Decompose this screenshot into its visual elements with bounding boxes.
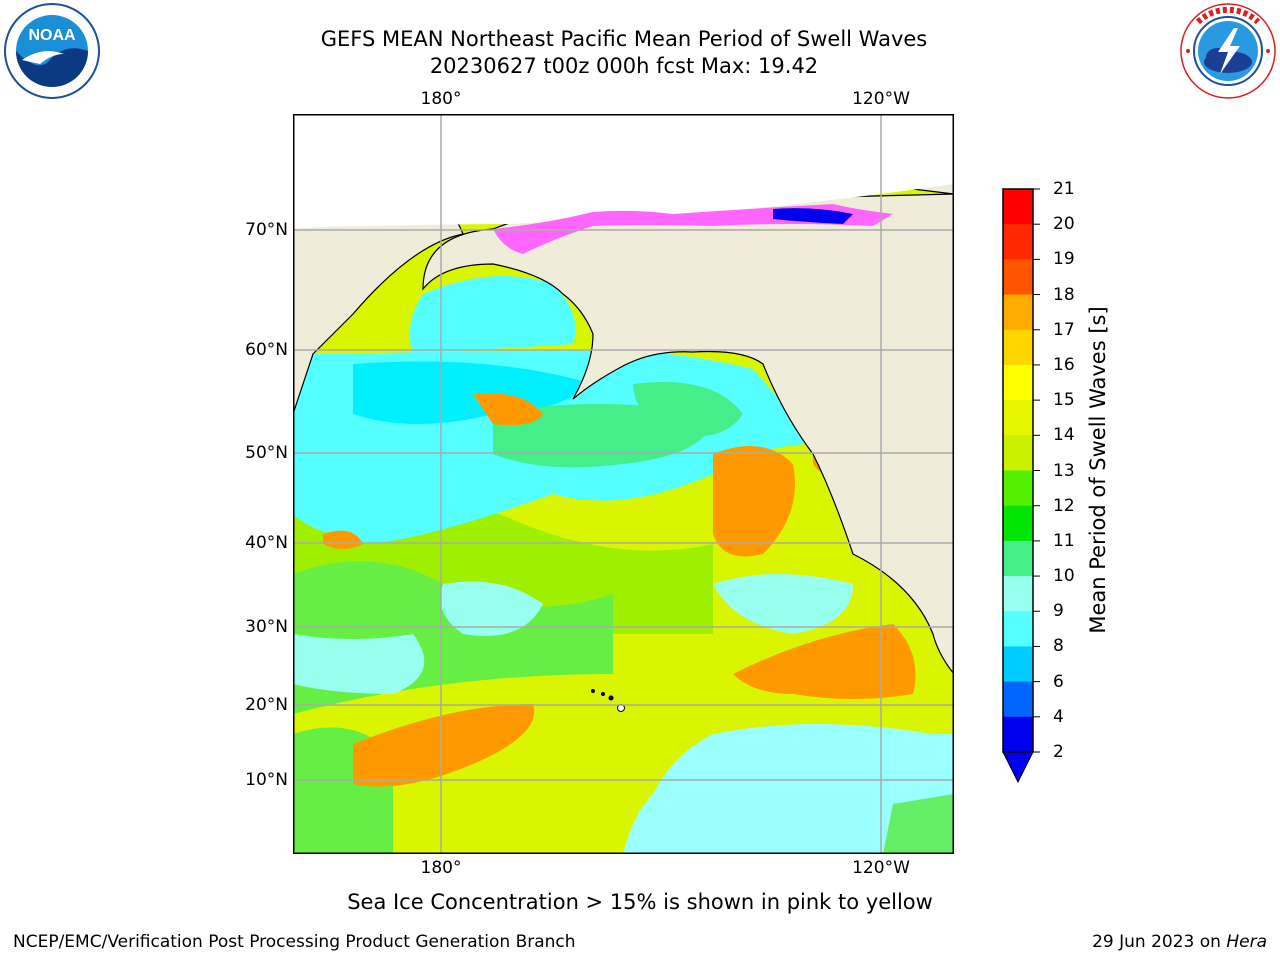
colorbar-tick-label: 15	[1053, 390, 1075, 411]
graticule	[293, 114, 954, 854]
field-orange-small	[323, 530, 363, 549]
colorbar-swatch	[1003, 716, 1033, 753]
colorbar-swatch	[1003, 400, 1033, 436]
colorbar	[1002, 188, 1040, 784]
colorbar-tick-label: 14	[1053, 425, 1075, 446]
colorbar-swatch	[1003, 329, 1033, 366]
footer-machine: Hera	[1226, 932, 1267, 952]
colorbar-tick-label: 9	[1053, 601, 1064, 622]
colorbar-swatch	[1003, 470, 1033, 507]
field-orange-west	[353, 704, 535, 787]
lat-label-60n: 60°N	[245, 340, 288, 360]
field-green-south	[883, 794, 954, 854]
lat-label-10n: 10°N	[245, 770, 288, 790]
colorbar-label: Mean Period of Swell Waves [s]	[1086, 306, 1110, 634]
field-cyan-south	[623, 724, 954, 854]
colorbar-extend-arrow	[1002, 751, 1034, 784]
colorbar-tick-label: 13	[1053, 460, 1075, 481]
field-orange-aleutian	[473, 393, 543, 426]
lat-label-40n: 40°N	[245, 533, 288, 553]
noaa-logo-text: NOAA	[28, 27, 76, 44]
colorbar-swatch	[1003, 259, 1033, 296]
colorbar-tick-label: 6	[1053, 671, 1064, 692]
field-green-north	[633, 382, 743, 437]
sea-ice	[773, 208, 853, 224]
lon-label-top-180: 180°	[420, 89, 462, 109]
lon-label-top-120w: 120°W	[852, 89, 910, 109]
lon-label-bottom-120w: 120°W	[852, 858, 910, 878]
noaa-logo: NOAA	[4, 3, 100, 99]
colorbar-swatch	[1003, 294, 1033, 331]
colorbar-swatch	[1003, 364, 1033, 401]
map-title: GEFS MEAN Northeast Pacific Mean Period …	[320, 27, 928, 51]
colorbar-tick-label: 16	[1053, 354, 1075, 375]
colorbar-swatch	[1003, 540, 1033, 577]
lon-label-bottom-180: 180°	[420, 858, 462, 878]
nws-logo	[1180, 3, 1276, 99]
colorbar-tick-label: 8	[1053, 636, 1064, 657]
land-north-america	[293, 114, 954, 675]
field-bering	[409, 276, 576, 354]
hawaii-island	[608, 695, 614, 701]
field-cyan-patch	[440, 581, 543, 636]
field-orange-ne	[713, 446, 795, 557]
colorbar-swatch	[1003, 611, 1033, 647]
colorbar-tick-label: 11	[1053, 530, 1075, 551]
colorbar-tick-label: 12	[1053, 495, 1075, 516]
footer-date: 29 Jun 2023 on Hera	[1092, 932, 1267, 952]
colorbar-tick-label: 20	[1053, 214, 1075, 235]
lat-label-20n: 20°N	[245, 695, 288, 715]
colorbar-tick-label: 10	[1053, 566, 1075, 587]
colorbar-tick-label: 21	[1053, 179, 1075, 199]
colorbar-tick-label: 19	[1053, 249, 1075, 270]
colorbar-tick-label: 17	[1053, 319, 1075, 340]
colorbar-tick-label: 18	[1053, 284, 1075, 305]
map-subtitle: 20230627 t00z 000h fcst Max: 19.42	[429, 54, 819, 78]
colorbar-swatch	[1003, 646, 1033, 683]
footer-branch: NCEP/EMC/Verification Post Processing Pr…	[13, 932, 576, 952]
field-orange-east	[733, 624, 916, 699]
colorbar-swatch	[1003, 224, 1033, 260]
swell-period-map	[293, 114, 954, 854]
sea-ice-note: Sea Ice Concentration > 15% is shown in …	[347, 890, 933, 914]
colorbar-swatch	[1003, 435, 1033, 471]
field-cyan-patch	[713, 574, 853, 634]
colorbar-tick-label: 2	[1053, 742, 1064, 762]
footer-date-text: 29 Jun 2023 on	[1092, 932, 1227, 952]
lat-label-50n: 50°N	[245, 443, 288, 463]
arctic-ocean	[293, 114, 954, 229]
map-border	[293, 114, 954, 854]
lat-label-30n: 30°N	[245, 617, 288, 637]
colorbar-swatch	[1003, 681, 1033, 718]
hawaii-island	[601, 692, 605, 696]
field-cyan-patch	[293, 634, 425, 694]
colorbar-swatch	[1003, 505, 1033, 542]
lat-label-70n: 70°N	[245, 220, 288, 240]
colorbar-swatch	[1003, 189, 1033, 225]
colorbar-tick-label: 4	[1053, 706, 1064, 727]
hawaii-island	[591, 689, 595, 693]
colorbar-swatch	[1003, 576, 1033, 612]
